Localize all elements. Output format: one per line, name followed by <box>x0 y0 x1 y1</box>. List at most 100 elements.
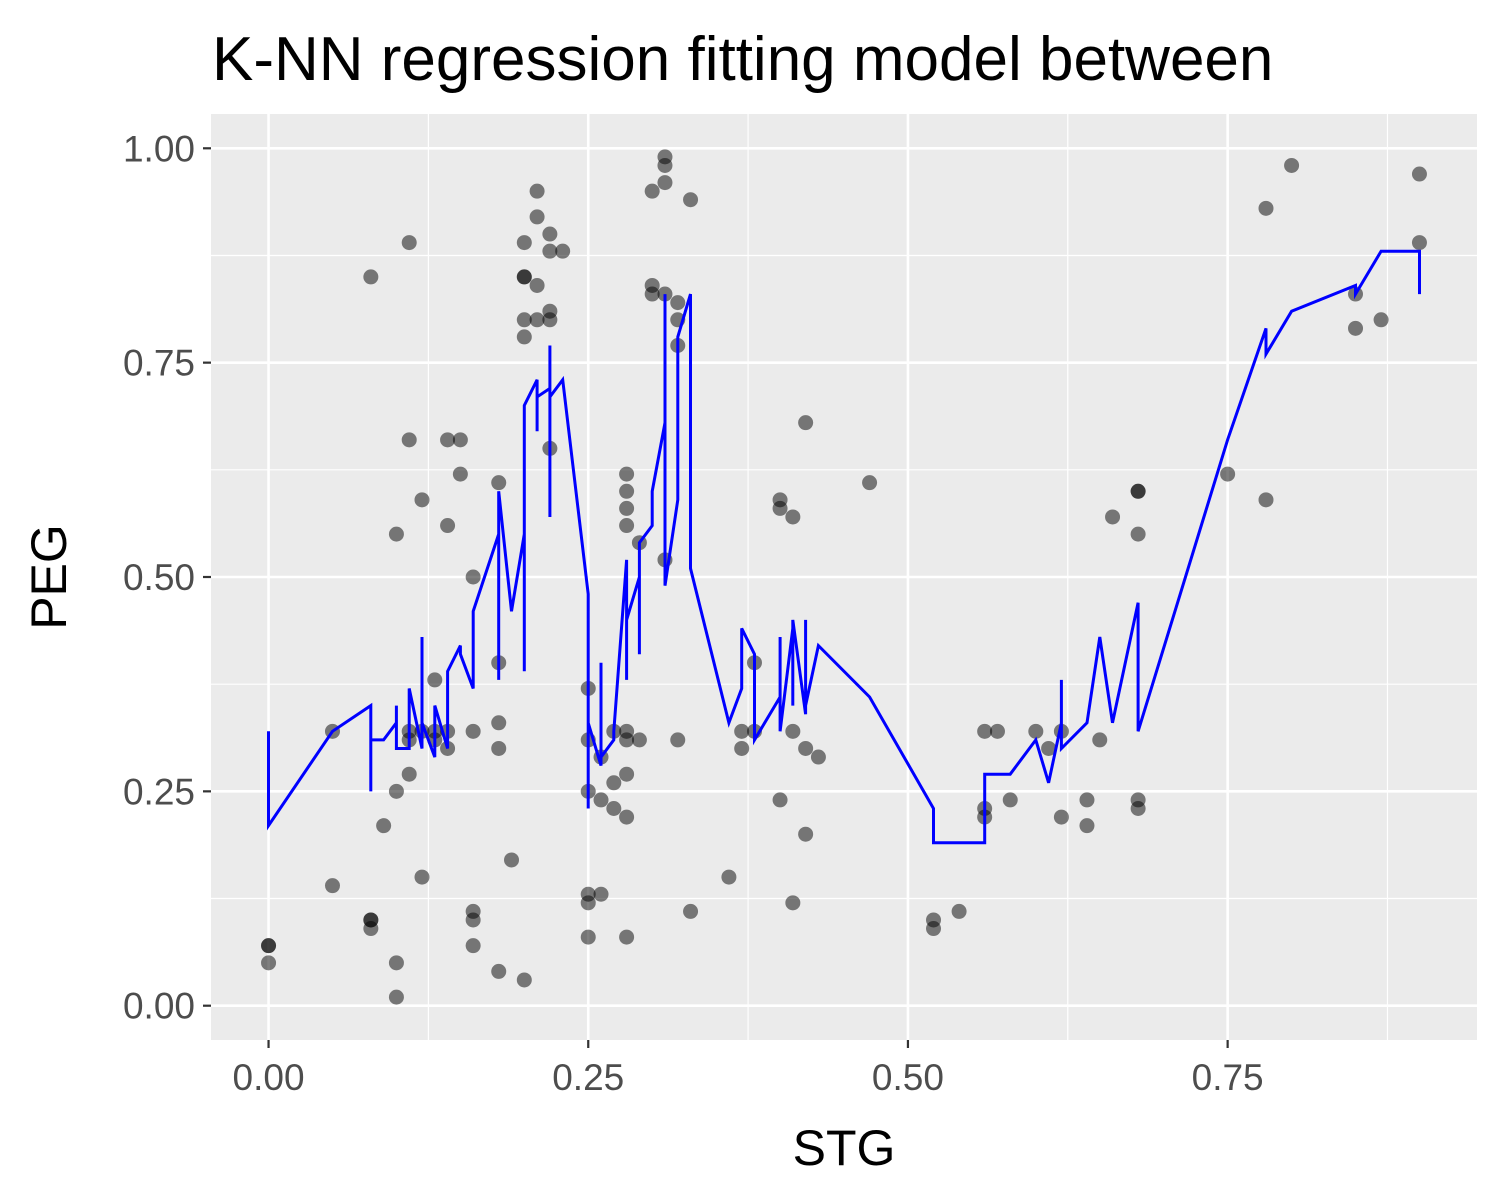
data-point <box>529 209 545 225</box>
data-point <box>388 955 404 971</box>
data-point <box>1220 466 1236 482</box>
data-point <box>1348 320 1364 336</box>
data-point <box>529 183 545 199</box>
data-point <box>1002 792 1018 808</box>
data-point <box>414 492 430 508</box>
data-point <box>465 938 481 954</box>
x-axis: 0.00 0.25 0.50 0.75 <box>233 1040 1264 1098</box>
data-point <box>1028 723 1044 739</box>
data-point <box>1284 157 1300 173</box>
data-point <box>1105 509 1121 525</box>
x-tick-label: 0.75 <box>1192 1057 1264 1098</box>
data-point <box>734 740 750 756</box>
data-point <box>1079 818 1095 834</box>
y-tick-label: 0.25 <box>123 771 195 812</box>
y-axis-title: PEG <box>21 524 77 630</box>
y-tick-label: 0.00 <box>123 986 195 1027</box>
data-point <box>619 766 635 782</box>
data-point <box>516 269 532 285</box>
data-point <box>734 723 750 739</box>
data-point <box>529 277 545 293</box>
data-point <box>1258 200 1274 216</box>
data-point <box>363 269 379 285</box>
data-point <box>772 500 788 516</box>
data-point <box>657 286 673 302</box>
y-tick-label: 0.50 <box>123 557 195 598</box>
data-point <box>542 312 558 328</box>
data-point <box>670 732 686 748</box>
data-point <box>619 466 635 482</box>
data-point <box>606 775 622 791</box>
data-point <box>491 963 507 979</box>
data-point <box>452 466 468 482</box>
y-tick-label: 1.00 <box>123 128 195 169</box>
data-point <box>414 869 430 885</box>
data-point <box>1411 235 1427 251</box>
data-point <box>798 740 814 756</box>
data-point <box>440 432 456 448</box>
data-point <box>465 723 481 739</box>
data-point <box>670 295 686 311</box>
data-point <box>644 183 660 199</box>
data-point <box>504 852 520 868</box>
x-tick-label: 0.50 <box>872 1057 944 1098</box>
data-point <box>951 903 967 919</box>
x-tick-label: 0.00 <box>233 1057 305 1098</box>
data-point <box>516 235 532 251</box>
data-point <box>401 432 417 448</box>
data-point <box>683 903 699 919</box>
data-point <box>657 157 673 173</box>
data-point <box>862 475 878 491</box>
data-point <box>772 792 788 808</box>
data-point <box>1130 801 1146 816</box>
data-point <box>401 766 417 782</box>
data-point <box>1258 492 1274 508</box>
data-point <box>580 929 596 945</box>
data-point <box>657 175 673 191</box>
data-point <box>261 938 277 954</box>
data-point <box>363 921 379 937</box>
data-point <box>555 243 571 259</box>
x-tick-label: 0.25 <box>552 1057 624 1098</box>
data-point <box>324 878 340 894</box>
data-point <box>388 989 404 1005</box>
chart-title: K-NN regression fitting model between <box>212 25 1273 94</box>
knn-fit-line-group <box>267 249 1421 845</box>
data-point <box>619 483 635 499</box>
data-point <box>798 415 814 431</box>
data-point <box>619 809 635 825</box>
y-axis: 0.00 0.25 0.50 0.75 1.00 <box>123 128 211 1027</box>
data-point <box>491 475 507 491</box>
data-point <box>542 226 558 242</box>
data-point <box>606 801 622 816</box>
data-point <box>1041 740 1057 756</box>
data-point <box>376 818 392 834</box>
y-tick-label: 0.75 <box>123 343 195 384</box>
knn-fit-line <box>267 249 1421 845</box>
data-point <box>798 826 814 842</box>
data-point <box>593 792 609 808</box>
data-point <box>926 921 942 937</box>
data-point <box>593 886 609 902</box>
data-point <box>452 432 468 448</box>
x-axis-title: STG <box>793 1120 896 1176</box>
data-point <box>810 749 826 765</box>
data-point <box>491 740 507 756</box>
data-point <box>440 518 456 534</box>
data-point <box>542 243 558 259</box>
data-point <box>491 715 507 731</box>
data-point <box>1130 483 1146 499</box>
data-point <box>516 972 532 988</box>
data-point <box>1092 732 1108 748</box>
data-point <box>619 518 635 534</box>
data-point <box>1411 166 1427 182</box>
data-point <box>785 509 801 525</box>
data-point <box>529 312 545 328</box>
data-point <box>516 329 532 345</box>
data-point <box>465 912 481 928</box>
data-point <box>619 732 635 748</box>
data-point <box>261 955 277 971</box>
data-point <box>1130 526 1146 542</box>
data-point <box>516 312 532 328</box>
